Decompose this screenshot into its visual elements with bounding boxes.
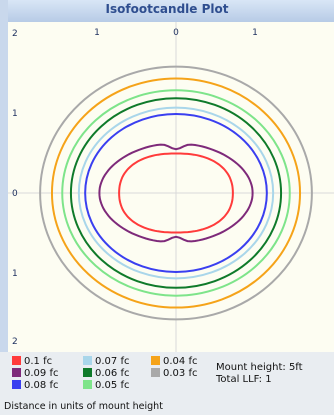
legend-entry: 0.09 fc <box>12 368 58 380</box>
total-llf-label: Total LLF: 1 <box>216 374 272 385</box>
y-tick-labels: 2 1 0 1 2 <box>12 29 18 347</box>
contour-0-06-fc <box>69 97 283 289</box>
legend-label: 0.08 fc <box>24 380 59 391</box>
x-tick-label: 0 <box>173 28 179 38</box>
legend-entry: 0.05 fc <box>83 380 129 392</box>
legend-entry: 0.04 fc <box>151 356 197 368</box>
legend-label: 0.07 fc <box>95 356 130 367</box>
legend-swatch <box>12 368 21 377</box>
legend-label: 0.1 fc <box>24 356 53 367</box>
legend-label: 0.09 fc <box>24 368 59 379</box>
contour-0-09-fc <box>98 143 254 243</box>
contour-0-08-fc <box>84 113 268 273</box>
legend-label: 0.03 fc <box>163 368 198 379</box>
axis-units-note: Distance in units of mount height <box>4 401 163 412</box>
y-tick-label: 2 <box>12 337 18 347</box>
legend-swatch <box>83 380 92 389</box>
legend-entry: 0.1 fc <box>12 356 52 368</box>
legend-entry: 0.08 fc <box>12 380 58 392</box>
legend: 0.1 fc 0.07 fc 0.04 fc 0.09 fc 0.06 fc 0.03 f… <box>0 352 334 415</box>
legend-swatch <box>83 368 92 377</box>
y-tick-label: 1 <box>12 109 18 119</box>
y-tick-label: 2 <box>12 29 18 39</box>
contour-0-05-fc <box>61 89 291 297</box>
legend-entry: 0.07 fc <box>83 356 129 368</box>
legend-swatch <box>151 368 160 377</box>
contour-0-1-fc <box>118 152 234 234</box>
legend-swatch <box>151 356 160 365</box>
x-tick-label: 1 <box>94 28 100 38</box>
legend-label: 0.04 fc <box>163 356 198 367</box>
contours <box>39 65 313 321</box>
y-tick-label: 0 <box>12 189 18 199</box>
legend-swatch <box>12 380 21 389</box>
legend-label: 0.06 fc <box>95 368 130 379</box>
x-tick-label: 1 <box>252 28 258 38</box>
legend-entry: 0.03 fc <box>151 368 197 380</box>
legend-label: 0.05 fc <box>95 380 130 391</box>
contour-0-04-fc <box>50 77 302 309</box>
legend-entry: 0.06 fc <box>83 368 129 380</box>
contour-0-07-fc <box>77 106 275 280</box>
y-tick-label: 1 <box>12 269 18 279</box>
plot-background <box>8 22 334 352</box>
mount-height-label: Mount height: 5ft <box>216 362 303 373</box>
legend-swatch <box>12 356 21 365</box>
plot-area: 1 0 1 2 1 0 1 2 <box>8 22 334 352</box>
title-bar <box>8 0 334 22</box>
legend-swatch <box>83 356 92 365</box>
x-tick-labels: 1 0 1 <box>94 28 258 38</box>
chart-title: Isofootcandle Plot <box>105 2 229 16</box>
contour-0-03-fc <box>39 65 313 321</box>
